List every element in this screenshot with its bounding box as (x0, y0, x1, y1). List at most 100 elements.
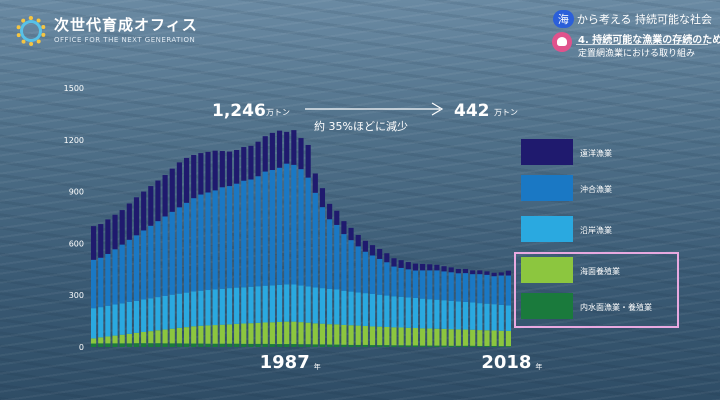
bar-segment (241, 323, 247, 344)
x-tick-unit: 年 (314, 362, 321, 371)
bar-segment (205, 192, 211, 291)
bar-segment (412, 270, 419, 298)
bar-segment (105, 253, 111, 306)
bar-segment (241, 343, 247, 347)
bar-segment (441, 271, 447, 301)
bar-segment (434, 345, 440, 347)
bar-segment (319, 188, 326, 208)
bar-segment (348, 344, 354, 347)
bar-segment (219, 187, 225, 289)
bar-segment (212, 289, 218, 326)
bar-segment (305, 177, 311, 287)
bar-segment (234, 323, 240, 344)
bar-segment (284, 344, 290, 347)
bar-segment (133, 332, 140, 344)
bar-segment (112, 249, 118, 305)
bar-segment (284, 321, 290, 345)
bar-segment (119, 334, 125, 344)
bar-segment (91, 308, 97, 339)
bar-segment (319, 344, 326, 347)
legend-swatch (521, 257, 573, 283)
bar-segment (98, 307, 104, 338)
bar-segment (434, 299, 440, 329)
bar-segment (448, 329, 454, 346)
bar-segment (126, 239, 132, 302)
bar-segment (505, 346, 511, 347)
bar-segment (334, 289, 340, 325)
bar-segment (91, 226, 97, 260)
bar-segment (183, 327, 190, 344)
bar-segment (455, 345, 461, 347)
bar-segment (105, 305, 111, 337)
bar-segment (498, 272, 504, 276)
bar-segment (291, 284, 297, 322)
y-tick-label: 1500 (64, 84, 84, 93)
bar-segment (191, 343, 197, 347)
bar-segment (377, 248, 383, 259)
bar-segment (384, 253, 390, 263)
legend-label: 沖合漁業 (580, 184, 612, 194)
bar-segment (183, 343, 190, 347)
bar-segment (427, 264, 433, 271)
decline-arrow-head (431, 102, 444, 116)
bar-segment (169, 294, 175, 329)
bar-segment (141, 191, 147, 231)
bar-segment (105, 336, 111, 344)
bar-segment (148, 298, 154, 332)
bar-segment (462, 273, 469, 302)
bar-segment (505, 305, 511, 331)
peak-unit: 万トン (266, 108, 290, 117)
bar-segment (405, 345, 411, 347)
bar-segment (362, 240, 368, 252)
bar-segment (133, 235, 140, 301)
bar-segment (291, 130, 297, 165)
legend-label: 海面養殖業 (580, 266, 620, 276)
bar-segment (112, 304, 118, 336)
bar-segment (105, 343, 111, 347)
bar-segment (398, 345, 404, 347)
bar-segment (198, 290, 204, 326)
bar-segment (162, 329, 168, 344)
bar-segment (505, 275, 511, 306)
bar-segment (470, 274, 476, 303)
bar-segment (441, 266, 447, 272)
bar-segment (391, 266, 397, 297)
peak-value: 1,246 (212, 101, 266, 121)
bar-segment (219, 324, 225, 344)
bar-segment (341, 221, 347, 235)
legend-highlight-frame (514, 252, 679, 328)
bar-segment (312, 192, 318, 288)
bar-segment (334, 210, 340, 225)
bar-segment (441, 328, 447, 346)
bar-segment (355, 325, 361, 345)
sea-badge: 海 (552, 10, 574, 28)
bar-segment (162, 216, 168, 296)
bar-segment (284, 284, 290, 322)
bar-segment (262, 285, 268, 323)
bar-segment (133, 343, 140, 347)
bar-segment (327, 203, 333, 220)
bar-segment (119, 210, 125, 245)
bar-segment (241, 180, 247, 288)
bar-segment (176, 207, 182, 294)
bar-segment (448, 345, 454, 347)
bar-segment (362, 293, 368, 326)
bar-segment (334, 344, 340, 347)
bar-segment (212, 190, 218, 290)
y-tick-label: 1200 (64, 136, 84, 145)
bar-segment (198, 194, 204, 291)
bar-segment (327, 324, 333, 345)
bar-segment (427, 328, 433, 346)
bar-segment (141, 343, 147, 347)
y-tick-label: 600 (69, 239, 84, 248)
bar-segment (491, 276, 497, 305)
bar-segment (255, 141, 261, 177)
bar-segment (448, 272, 454, 301)
bar-segment (498, 275, 504, 305)
bar-segment (470, 270, 476, 275)
logo-ring-icon (16, 16, 46, 46)
bar-segment (420, 345, 426, 347)
bar-segment (384, 262, 390, 296)
bar-segment (319, 207, 326, 289)
